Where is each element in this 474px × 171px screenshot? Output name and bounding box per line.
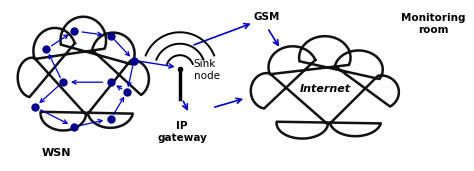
- Text: IP
gateway: IP gateway: [157, 121, 207, 143]
- Text: Monitoring
room: Monitoring room: [401, 14, 465, 35]
- Text: GSM: GSM: [254, 12, 280, 22]
- Text: WSN: WSN: [42, 148, 72, 158]
- Polygon shape: [18, 17, 149, 130]
- Text: Sink
node: Sink node: [194, 59, 220, 81]
- Polygon shape: [251, 36, 399, 139]
- Text: Internet: Internet: [299, 84, 350, 94]
